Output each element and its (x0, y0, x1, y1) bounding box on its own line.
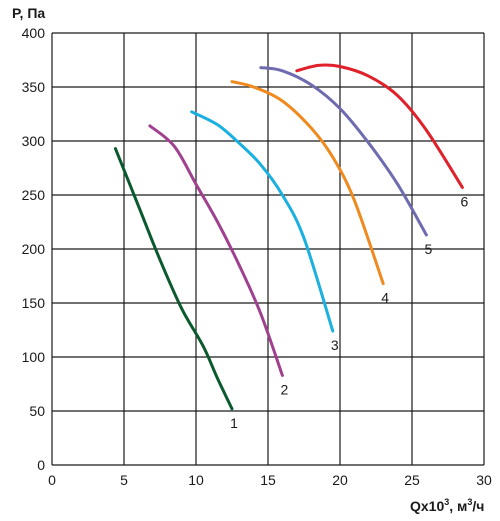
series-label-6: 6 (461, 193, 469, 209)
y-tick-label: 150 (22, 295, 46, 311)
series-line-3 (190, 110, 335, 333)
y-tick-label: 200 (22, 241, 46, 257)
x-axis-title-prefix: Qx10 (410, 498, 444, 514)
x-axis-title-tail: /ч (472, 498, 484, 514)
series-label-2: 2 (281, 381, 289, 397)
x-tick-label: 15 (260, 472, 276, 488)
series-line-1 (113, 147, 234, 411)
series-line-5 (259, 66, 428, 237)
series-label-5: 5 (425, 241, 433, 257)
x-tick-labels: 0 5 10 15 20 25 30 (48, 472, 492, 488)
series-line-6 (295, 63, 464, 189)
series-label-4: 4 (381, 290, 389, 306)
series-line-2 (148, 124, 284, 377)
y-tick-label: 250 (22, 187, 46, 203)
y-tick-label: 350 (22, 79, 46, 95)
x-axis-title-sup: 3 (444, 497, 449, 507)
x-tick-label: 30 (476, 472, 492, 488)
series-labels: 1 2 3 4 5 6 (230, 193, 468, 430)
y-axis-title: P, Па (12, 5, 45, 21)
y-tick-label: 300 (22, 133, 46, 149)
x-axis-title-unit-sup: 3 (467, 497, 472, 507)
series-label-3: 3 (331, 337, 339, 353)
y-tick-label: 50 (29, 403, 45, 419)
series-curves (113, 63, 464, 411)
x-tick-label: 10 (188, 472, 204, 488)
series-label-1: 1 (230, 415, 238, 431)
x-tick-label: 20 (332, 472, 348, 488)
y-tick-label: 0 (37, 457, 45, 473)
series-line-4 (230, 80, 385, 286)
y-tick-label: 400 (22, 25, 46, 41)
x-tick-label: 0 (48, 472, 56, 488)
x-axis-title: Qx103, м3/ч (410, 497, 484, 514)
x-tick-label: 25 (404, 472, 420, 488)
x-tick-label: 5 (120, 472, 128, 488)
grid (51, 32, 485, 466)
y-tick-labels: 0 50 100 150 200 250 300 350 400 (22, 25, 46, 473)
x-axis-title-suffix: , м (449, 498, 467, 514)
y-tick-label: 100 (22, 349, 46, 365)
